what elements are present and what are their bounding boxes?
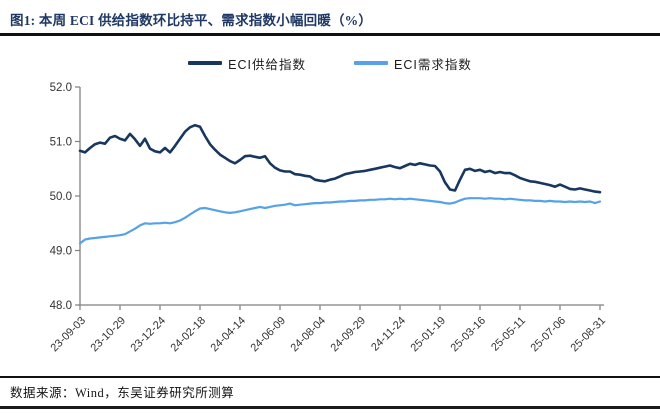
- line-chart: 52.0 51.0 50.0 49.0 48.0 23-09-03 23-10-29 23-1…: [0, 78, 660, 374]
- title-divider: [0, 33, 660, 36]
- svg-text:50.0: 50.0: [50, 191, 72, 203]
- svg-text:25-07-06: 25-07-06: [528, 315, 568, 355]
- svg-text:24-08-04: 24-08-04: [288, 315, 328, 355]
- source-divider: [0, 376, 660, 378]
- axes: [78, 87, 604, 306]
- svg-text:24-04-14: 24-04-14: [208, 315, 248, 355]
- legend-item-supply: ECI供给指数: [188, 54, 306, 73]
- svg-text:48.0: 48.0: [50, 300, 72, 312]
- y-axis-labels: 52.0 51.0 50.0 49.0 48.0: [50, 82, 80, 312]
- figure-title: 图1: 本周 ECI 供给指数环比持平、需求指数小幅回暖（%）: [10, 13, 373, 28]
- svg-text:25-08-31: 25-08-31: [568, 315, 608, 355]
- svg-text:24-11-24: 24-11-24: [369, 315, 408, 354]
- svg-text:24-02-18: 24-02-18: [168, 315, 208, 355]
- supply-line: [78, 123, 602, 194]
- legend-label-demand: ECI需求指数: [394, 57, 472, 72]
- svg-text:49.0: 49.0: [50, 246, 72, 258]
- svg-text:23-10-29: 23-10-29: [88, 315, 128, 355]
- chart-legend: ECI供给指数 ECI需求指数: [0, 54, 660, 72]
- bottom-border-bar: [0, 406, 660, 409]
- svg-text:52.0: 52.0: [50, 82, 72, 94]
- svg-text:25-01-19: 25-01-19: [408, 315, 448, 355]
- demand-line: [78, 197, 602, 245]
- legend-item-demand: ECI需求指数: [354, 54, 472, 73]
- legend-label-supply: ECI供给指数: [228, 57, 306, 72]
- svg-text:23-09-03: 23-09-03: [48, 315, 88, 355]
- data-source-note: 数据来源：Wind，东吴证券研究所测算: [10, 386, 235, 400]
- eci-line-chart-svg: 52.051.050.049.048.023-09-03 23-10-29 23-1…: [48, 82, 608, 354]
- demand-line-swatch: [354, 61, 388, 65]
- svg-text:24-06-09: 24-06-09: [248, 315, 288, 355]
- svg-text:25-03-16: 25-03-16: [448, 315, 488, 355]
- svg-text:51.0: 51.0: [50, 137, 72, 149]
- svg-text:23-12-24: 23-12-24: [128, 315, 168, 355]
- svg-text:24-09-29: 24-09-29: [328, 315, 368, 355]
- svg-text:25-05-11: 25-05-11: [489, 315, 528, 354]
- x-axis-labels: 23-09-03 23-10-29 23-12-24 24-02-18 24-04-14…: [48, 305, 608, 354]
- supply-line-swatch: [188, 61, 223, 65]
